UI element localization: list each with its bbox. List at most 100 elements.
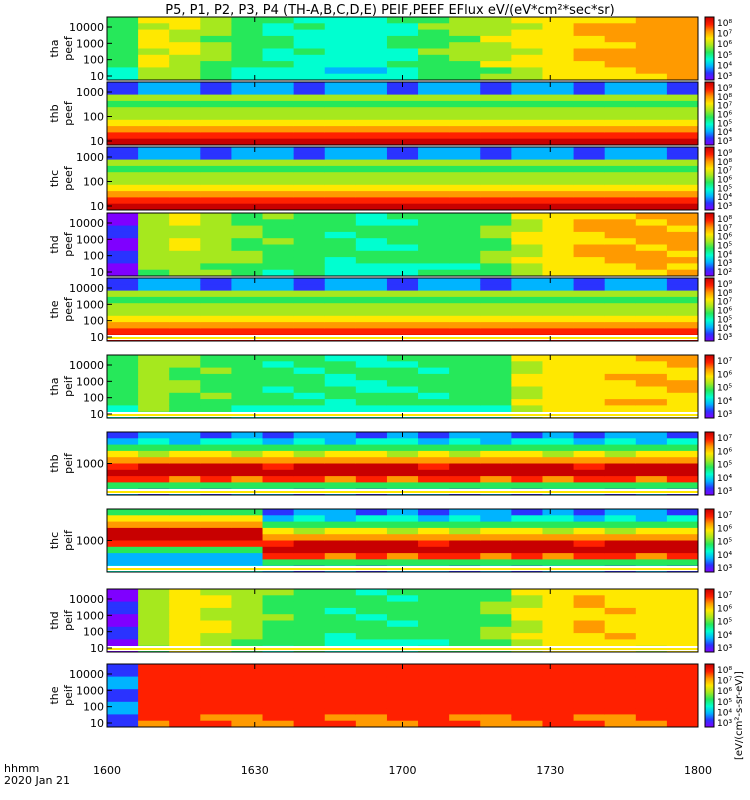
heatmap-cell: [200, 676, 232, 684]
heatmap-cell: [262, 178, 295, 186]
heatmap-cell: [666, 238, 699, 245]
heatmap-cell: [169, 257, 201, 264]
heatmap-cell: [418, 432, 450, 439]
y-tick-label: 1000: [76, 233, 104, 246]
heatmap-cell: [231, 509, 264, 516]
heatmap-cell: [231, 328, 264, 336]
heatmap-cell: [666, 296, 699, 304]
heatmap-cell: [107, 138, 139, 146]
colorbar-tick-label: 10⁶: [717, 604, 732, 614]
heatmap-cell: [635, 626, 668, 634]
heatmap-cell: [449, 184, 481, 192]
heatmap-cell: [169, 203, 201, 211]
heatmap-cell: [604, 601, 637, 609]
heatmap-cell: [138, 521, 170, 529]
heatmap-cell: [604, 399, 637, 406]
heatmap-cell: [573, 113, 606, 121]
heatmap-cell: [418, 355, 450, 362]
panel-species-label: peef: [62, 165, 75, 191]
heatmap-cell: [635, 595, 668, 603]
heatmap-cell: [200, 35, 232, 43]
heatmap-cell: [138, 23, 170, 31]
heatmap-cell: [480, 257, 512, 264]
heatmap-cell: [418, 42, 450, 49]
heatmap-cell: [604, 527, 637, 535]
heatmap-cell: [480, 553, 512, 560]
heatmap-cell: [169, 399, 201, 406]
heatmap-cell: [418, 73, 450, 81]
heatmap-cell: [231, 457, 264, 464]
heatmap-cell: [262, 361, 295, 369]
heatmap-cell: [511, 540, 543, 548]
heatmap-cell: [418, 720, 450, 728]
heatmap-cell: [262, 126, 295, 133]
heatmap-cell: [449, 231, 481, 239]
heatmap-cell: [542, 197, 575, 205]
heatmap-cell: [324, 322, 357, 329]
heatmap-cell: [511, 119, 543, 127]
heatmap-cell: [138, 633, 170, 640]
heatmap-cell: [231, 373, 264, 381]
heatmap-cell: [573, 88, 606, 96]
heatmap-cell: [200, 88, 232, 96]
heatmap-cell: [666, 682, 699, 690]
heatmap-cell: [169, 17, 201, 24]
panel-probe-label: the: [48, 686, 61, 704]
heatmap-cell: [293, 213, 326, 220]
heatmap-cell: [480, 250, 512, 258]
heatmap-cell: [293, 29, 326, 37]
heatmap-cell: [573, 178, 606, 186]
heatmap-cell: [262, 82, 295, 89]
heatmap-cell: [324, 165, 357, 173]
heatmap-cell: [418, 664, 450, 671]
heatmap-cell: [355, 392, 388, 400]
colorbar: [704, 16, 715, 81]
heatmap-cell: [231, 296, 264, 304]
heatmap-cell: [355, 172, 388, 179]
heatmap-cell: [169, 159, 201, 167]
heatmap-cell: [231, 54, 264, 62]
heatmap-cell: [573, 147, 606, 154]
heatmap-cell: [355, 147, 388, 154]
heatmap-cell: [107, 714, 139, 722]
heatmap-cell: [449, 589, 481, 596]
heatmap-cell: [355, 54, 388, 62]
heatmap-cell: [231, 132, 264, 140]
panel-probe-label: thc: [48, 170, 61, 187]
heatmap-cell: [293, 113, 326, 121]
heatmap-cell: [666, 438, 699, 446]
heatmap-cell: [231, 708, 264, 715]
heatmap-cell: [511, 88, 543, 96]
heatmap-cell: [666, 689, 699, 696]
heatmap-cell: [542, 315, 575, 323]
heatmap-cell: [262, 633, 295, 640]
heatmap-cell: [666, 225, 699, 233]
heatmap-cell: [169, 231, 201, 239]
heatmap-cell: [635, 515, 668, 523]
heatmap-cell: [355, 405, 388, 413]
heatmap-cell: [200, 639, 232, 647]
heatmap-cell: [542, 42, 575, 49]
heatmap-cell: [604, 54, 637, 62]
heatmap-cell: [355, 515, 388, 523]
heatmap-cell: [107, 29, 139, 37]
heatmap-cell: [635, 88, 668, 96]
heatmap-cell: [604, 238, 637, 245]
heatmap-cell: [604, 689, 637, 696]
heatmap-cell: [573, 100, 606, 108]
heatmap-cell: [200, 457, 232, 464]
heatmap-cell: [107, 278, 139, 285]
heatmap-cell: [635, 482, 668, 490]
heatmap-cell: [573, 438, 606, 446]
heatmap-cell: [231, 626, 264, 634]
heatmap-cell: [107, 482, 139, 490]
heatmap-cell: [262, 225, 295, 233]
heatmap-cell: [169, 633, 201, 640]
heatmap-cell: [511, 595, 543, 603]
heatmap-cell: [355, 601, 388, 609]
heatmap-cell: [169, 559, 201, 567]
heatmap-cell: [386, 315, 419, 323]
heatmap-cell: [138, 88, 170, 96]
heatmap-cell: [107, 257, 139, 264]
heatmap-cell: [418, 689, 450, 696]
